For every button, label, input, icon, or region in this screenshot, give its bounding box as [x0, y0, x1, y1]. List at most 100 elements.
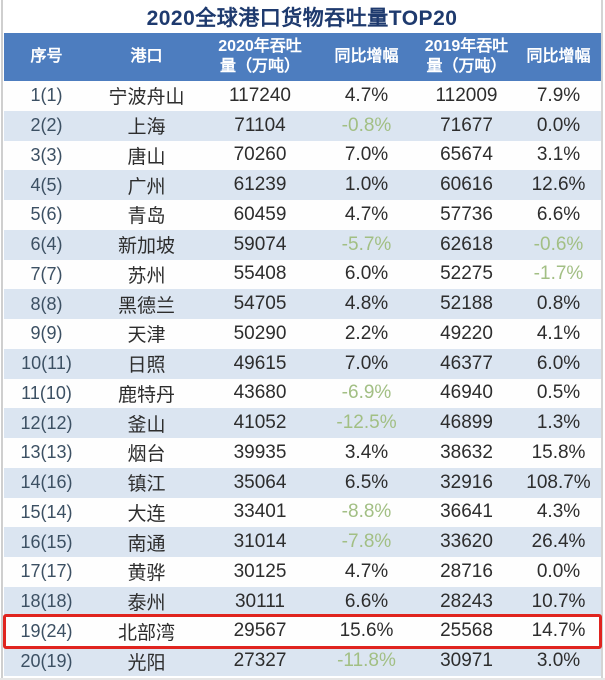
growth-2020-cell: -5.7%: [341, 233, 392, 255]
table-row: 15(14) 大连 33401 -8.8% 36641 4.3%: [4, 497, 601, 528]
growth-2020-cell: -0.8%: [341, 114, 392, 136]
table-row-highlighted: 19(24) 北部湾 29567 15.6% 25568 14.7%: [4, 616, 601, 647]
value-2020-cell: 43680: [233, 382, 287, 404]
rank-cell: 19(24): [20, 620, 73, 641]
rank-cell: 16(15): [20, 531, 73, 552]
growth-2019-cell: 0.0%: [536, 560, 581, 582]
value-2020-cell: 31014: [233, 531, 287, 553]
table-row: 13(13) 烟台 39935 3.4% 38632 15.8%: [4, 438, 601, 468]
value-2019-cell: 65674: [440, 144, 493, 166]
value-2020-cell: 59074: [233, 233, 287, 255]
port-cell: 广州: [127, 176, 166, 198]
growth-2020-cell: -11.8%: [337, 650, 396, 672]
value-2020-cell: 55408: [233, 263, 287, 285]
port-cell: 北部湾: [117, 622, 175, 644]
growth-2019-cell: 108.7%: [526, 471, 591, 493]
port-cell: 鹿特丹: [117, 384, 175, 406]
value-2020-cell: 54705: [233, 293, 287, 315]
rank-cell: 18(18): [20, 591, 73, 612]
value-2019-cell: 60616: [440, 174, 493, 196]
value-2020-cell: 71104: [234, 114, 286, 136]
growth-2019-cell: 14.7%: [531, 620, 586, 642]
table-row: 3(3) 唐山 70260 7.0% 65674 3.1%: [4, 140, 601, 171]
value-2019-cell: 28716: [440, 560, 493, 582]
growth-2020-cell: -8.8%: [341, 501, 392, 523]
left-edge-divider: [1, 0, 3, 680]
table-row: 5(6) 青岛 60459 4.7% 57736 6.6%: [4, 200, 601, 230]
rank-cell: 10(11): [21, 353, 72, 374]
rank-cell: 12(12): [20, 412, 73, 433]
value-2020-cell: 41052: [233, 412, 287, 434]
right-edge-divider: [601, 0, 603, 680]
column-header: 港口: [89, 33, 204, 81]
growth-2019-cell: 0.0%: [536, 114, 581, 136]
growth-2020-cell: 1.0%: [344, 174, 389, 196]
column-header: 2020年吞吐 量（万吨）: [204, 33, 316, 81]
rank-cell: 9(9): [30, 323, 63, 344]
rank-cell: 7(7): [30, 263, 63, 284]
growth-2020-cell: 6.6%: [344, 590, 389, 612]
table-body: 1(1) 宁波舟山 117240 4.7% 112009 7.9% 2(2) 上海 71104 -…: [4, 81, 601, 676]
port-cell: 日照: [127, 355, 166, 377]
port-cell: 镇江: [127, 474, 166, 496]
growth-2019-cell: 0.8%: [536, 293, 581, 315]
port-cell: 烟台: [127, 444, 166, 466]
port-cell: 新加坡: [117, 236, 175, 258]
value-2019-cell: 52188: [440, 293, 493, 315]
column-header: 同比增幅: [316, 33, 417, 81]
growth-2019-cell: 6.6%: [536, 203, 581, 225]
growth-2019-cell: 3.1%: [536, 144, 581, 166]
table-row: 14(16) 镇江 35064 6.5% 32916 108.7%: [4, 467, 601, 498]
rank-cell: 11(10): [21, 382, 72, 403]
growth-2020-cell: -6.9%: [341, 382, 392, 404]
value-2019-cell: 49220: [440, 322, 493, 344]
value-2020-cell: 30111: [234, 590, 285, 612]
growth-2019-cell: -0.6%: [533, 233, 584, 255]
value-2019-cell: 30971: [440, 650, 493, 672]
rank-cell: 20(19): [20, 650, 73, 671]
port-cell: 泰州: [127, 593, 166, 615]
growth-2020-cell: 7.0%: [344, 352, 389, 374]
port-cell: 大连: [127, 503, 166, 525]
growth-2020-cell: 6.0%: [344, 263, 389, 285]
rank-cell: 3(3): [30, 144, 63, 165]
value-2019-cell: 62618: [440, 233, 493, 255]
port-cell: 上海: [127, 117, 166, 139]
growth-2020-cell: 6.5%: [344, 471, 389, 493]
table-row: 4(5) 广州 61239 1.0% 60616 12.6%: [4, 170, 601, 200]
table-row: 12(12) 釜山 41052 -12.5% 46899 1.3%: [4, 408, 601, 438]
value-2020-cell: 70260: [233, 144, 287, 166]
growth-2019-cell: 6.0%: [536, 352, 581, 374]
table-row: 17(17) 黄骅 30125 4.7% 28716 0.0%: [4, 557, 601, 587]
rank-cell: 17(17): [20, 561, 73, 582]
rank-cell: 2(2): [30, 115, 63, 136]
value-2019-cell: 33620: [440, 531, 493, 553]
rank-cell: 1(1): [30, 85, 63, 106]
value-2020-cell: 60459: [233, 203, 287, 225]
value-2019-cell: 52275: [440, 263, 493, 285]
value-2019-cell: 46377: [440, 352, 493, 374]
column-header: 同比增幅: [516, 33, 601, 81]
growth-2020-cell: 15.6%: [339, 620, 394, 642]
growth-2020-cell: 7.0%: [344, 144, 389, 166]
port-cell: 青岛: [127, 206, 166, 228]
value-2019-cell: 38632: [440, 441, 493, 463]
port-cell: 光阳: [127, 652, 166, 674]
table-row: 7(7) 苏州 55408 6.0% 52275 -1.7%: [4, 259, 601, 290]
rank-cell: 5(6): [30, 204, 63, 225]
growth-2020-cell: 3.4%: [344, 441, 389, 463]
value-2019-cell: 25568: [440, 620, 493, 642]
value-2020-cell: 117240: [229, 84, 291, 106]
table-row: 8(8) 黑德兰 54705 4.8% 52188 0.8%: [4, 289, 601, 319]
value-2020-cell: 30125: [233, 560, 287, 582]
rank-cell: 6(4): [30, 234, 63, 255]
rank-cell: 4(5): [30, 174, 63, 195]
growth-2019-cell: 10.7%: [531, 590, 586, 612]
port-cell: 黄骅: [127, 563, 166, 585]
table-row: 6(4) 新加坡 59074 -5.7% 62618 -0.6%: [4, 229, 601, 260]
value-2020-cell: 50290: [233, 322, 287, 344]
growth-2019-cell: 1.3%: [536, 412, 581, 434]
growth-2020-cell: -12.5%: [336, 412, 397, 434]
table-row: 1(1) 宁波舟山 117240 4.7% 112009 7.9%: [4, 81, 601, 111]
value-2019-cell: 112009: [435, 84, 498, 106]
